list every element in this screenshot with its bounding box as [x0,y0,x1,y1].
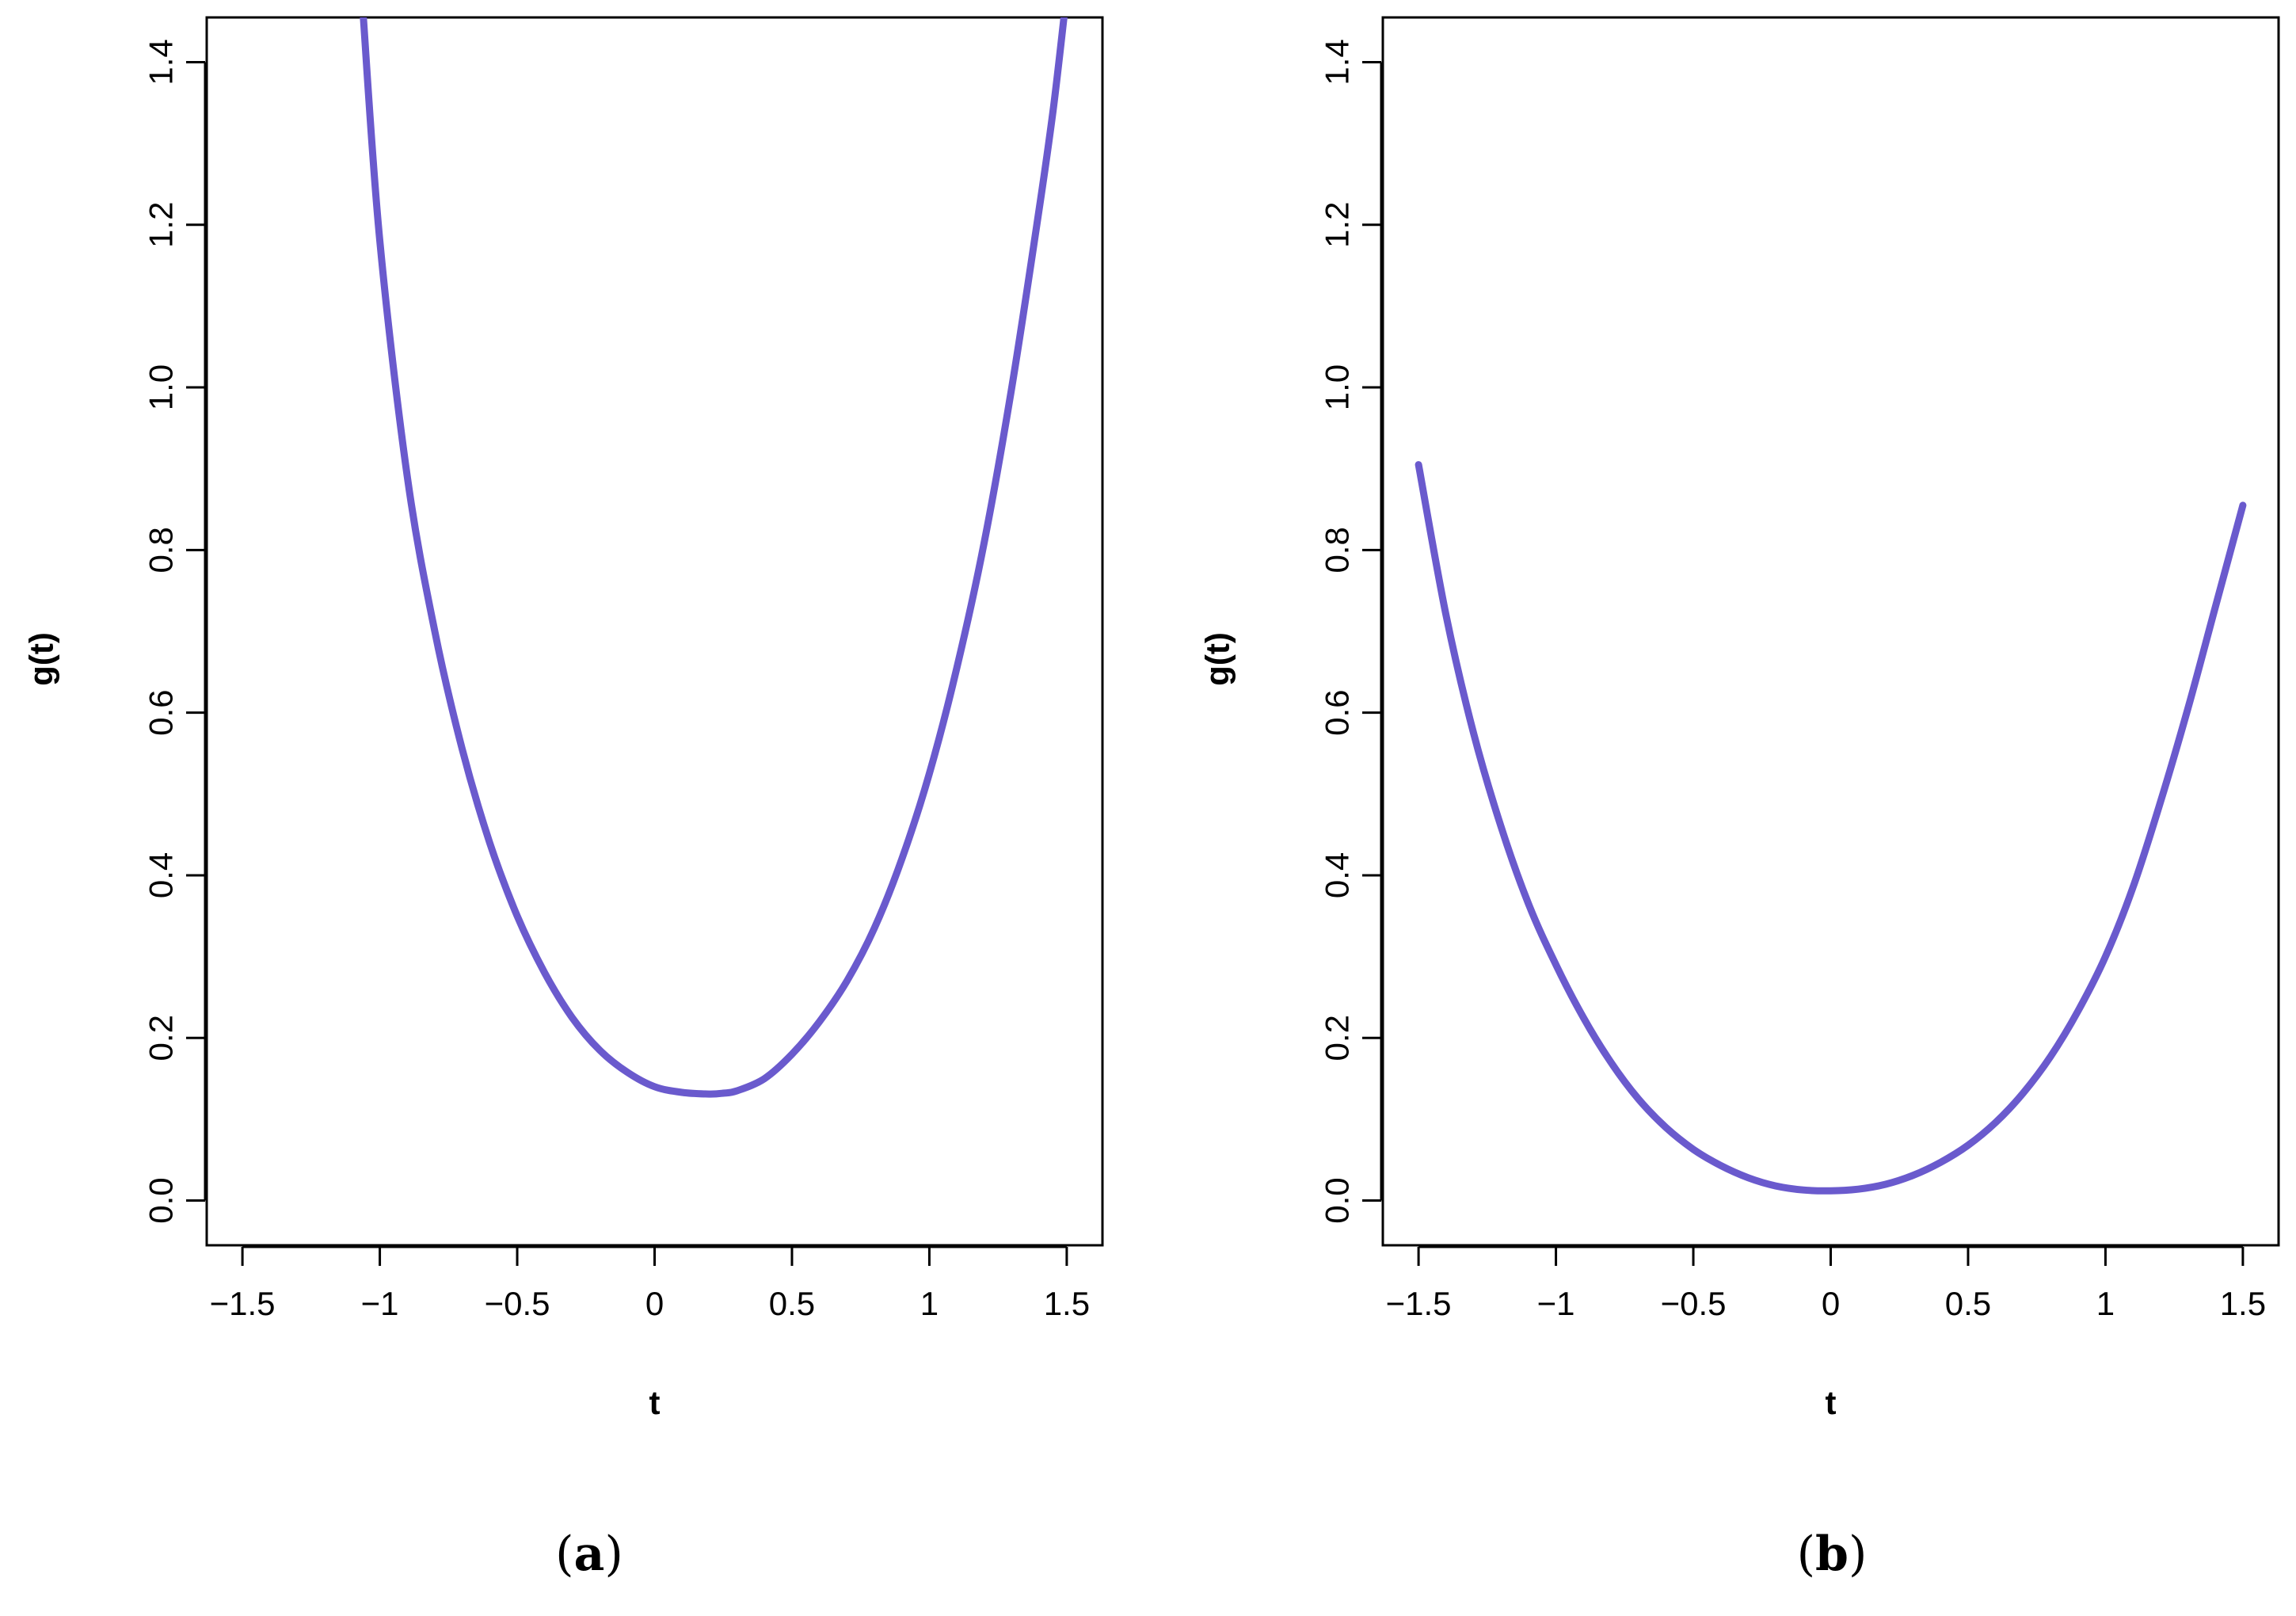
y-tick-label: 1.0 [1319,364,1356,410]
panel-a: −1.5 −1 −0.5 0 0.5 1 1.5 0.0 0.2 0.4 0.6 0.8 1.0 1.2 1… [23,16,1104,1582]
x-tick-label: 1 [920,1285,939,1322]
y-tick-label: 0.4 [1319,852,1356,898]
x-tick-label: −1 [1537,1285,1575,1322]
y-tick-label: 0.6 [1319,689,1356,735]
x-tick-label: 1 [2096,1285,2115,1322]
x-tick-label: −0.5 [1661,1285,1727,1322]
x-tick-label: −0.5 [485,1285,550,1322]
y-tick-label: 0.2 [143,1015,180,1061]
x-tick-label: −1.5 [210,1285,276,1322]
panel-caption: (a) [555,1526,623,1582]
caption-paren-open: ( [555,1526,573,1582]
y-tick-label: 0.0 [1319,1177,1356,1223]
plot-frame [1381,16,2280,1247]
x-tick-label: 0.5 [769,1285,815,1322]
caption-paren-open: ( [1797,1526,1815,1582]
caption-letter: a [574,1526,605,1582]
plot-frame [205,16,1104,1247]
y-axis-title: g(t) [23,632,60,686]
y-tick-label: 0.8 [1319,527,1356,573]
x-tick-label: 0 [645,1285,664,1322]
x-tick-label: 0.5 [1945,1285,1991,1322]
panel-b: −1.5 −1 −0.5 0 0.5 1 1.5 0.0 0.2 0.4 0.6 0.8 1.0 1.2 1… [1199,16,2280,1582]
x-axis-title: t [649,1384,661,1421]
caption-letter: b [1815,1526,1849,1582]
x-axis-title: t [1826,1384,1837,1421]
x-tick-label: 1.5 [2220,1285,2266,1322]
series-line [360,17,1068,1098]
caption-paren-close: ) [1849,1526,1867,1582]
y-tick-label: 0.8 [143,527,180,573]
panel-caption: (b) [1797,1526,1868,1582]
x-tick-label: 1.5 [1044,1285,1090,1322]
y-tick-label: 1.4 [1319,39,1356,85]
y-tick-label: 1.2 [143,202,180,248]
y-tick-label: 1.0 [143,364,180,410]
y-tick-label: 1.4 [143,39,180,85]
y-tick-label: 0.2 [1319,1015,1356,1061]
y-tick-label: 0.6 [143,689,180,735]
y-tick-label: 0.0 [143,1177,180,1223]
y-tick-label: 0.4 [143,852,180,898]
y-tick-label: 1.2 [1319,202,1356,248]
y-axis-title: g(t) [1199,632,1236,686]
series-line [1415,461,2247,1195]
caption-paren-close: ) [604,1526,623,1582]
x-tick-label: −1.5 [1386,1285,1452,1322]
x-tick-label: −1 [361,1285,399,1322]
x-tick-label: 0 [1822,1285,1840,1322]
